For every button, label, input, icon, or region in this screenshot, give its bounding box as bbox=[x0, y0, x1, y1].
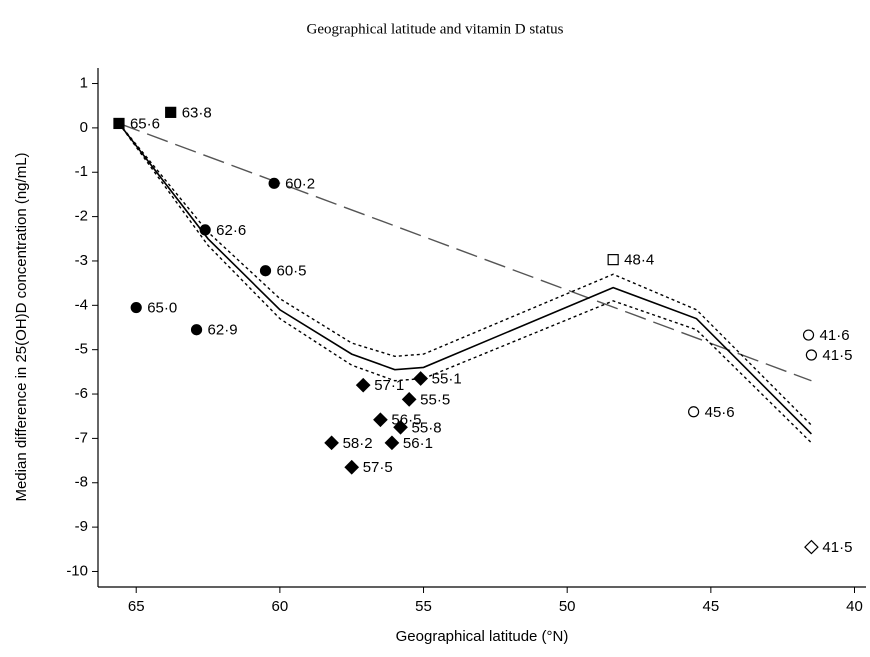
point bbox=[401, 392, 417, 407]
y-tick-label: -9 bbox=[75, 518, 88, 535]
y-tick-label: -3 bbox=[75, 252, 88, 269]
x-tick-label: 55 bbox=[415, 598, 432, 615]
point-label: 41·6 bbox=[820, 327, 850, 344]
x-tick-label: 40 bbox=[846, 598, 863, 615]
point-label: 55·8 bbox=[412, 419, 442, 436]
point-label: 55·5 bbox=[420, 391, 450, 408]
y-tick-label: -1 bbox=[75, 163, 88, 180]
point-label: 58·2 bbox=[343, 435, 373, 452]
point-label: 60·5 bbox=[277, 263, 307, 280]
x-tick-label: 45 bbox=[703, 598, 720, 615]
point bbox=[802, 329, 815, 341]
point-label: 45·6 bbox=[705, 404, 735, 421]
y-tick-label: -4 bbox=[75, 296, 88, 313]
point-label: 62·9 bbox=[208, 322, 238, 339]
point-label: 63·8 bbox=[182, 104, 212, 121]
y-tick-label: 1 bbox=[80, 74, 88, 91]
x-tick-label: 65 bbox=[128, 598, 145, 615]
y-tick-label: -5 bbox=[75, 341, 88, 358]
point-label: 48·4 bbox=[624, 252, 654, 269]
point-label: 60·2 bbox=[285, 175, 315, 192]
point bbox=[190, 324, 203, 336]
point bbox=[607, 254, 619, 266]
point-label: 57·5 bbox=[363, 459, 393, 476]
x-tick-label: 50 bbox=[559, 598, 576, 615]
trend-line bbox=[118, 122, 812, 382]
point bbox=[344, 459, 360, 475]
point-label: 41·5 bbox=[822, 539, 852, 556]
point bbox=[324, 435, 339, 451]
y-axis-label: Median difference in 25(OH)D concentrati… bbox=[13, 152, 30, 501]
point bbox=[688, 406, 700, 418]
y-tick-label: -2 bbox=[75, 208, 88, 225]
y-tick-label: -6 bbox=[75, 385, 88, 402]
y-tick-label: -8 bbox=[75, 474, 88, 491]
point-label: 41·5 bbox=[822, 347, 852, 364]
y-tick-label: -10 bbox=[66, 562, 88, 579]
trend-line bbox=[118, 123, 812, 426]
trend-line bbox=[118, 122, 812, 435]
x-axis-label: Geographical latitude (°N) bbox=[396, 628, 569, 645]
point bbox=[268, 177, 280, 189]
point bbox=[393, 419, 408, 435]
point-label: 65·6 bbox=[130, 115, 160, 132]
point bbox=[259, 265, 272, 277]
point bbox=[804, 539, 819, 555]
point bbox=[199, 224, 211, 236]
point-label: 62·6 bbox=[216, 222, 246, 239]
point-label: 56·1 bbox=[403, 435, 433, 452]
y-tick-label: 0 bbox=[80, 119, 88, 136]
trend-line bbox=[118, 123, 812, 444]
x-tick-label: 60 bbox=[272, 598, 289, 615]
point bbox=[373, 412, 388, 428]
point bbox=[384, 435, 400, 451]
point-label: 55·1 bbox=[432, 370, 462, 387]
point bbox=[165, 106, 177, 118]
y-tick-label: -7 bbox=[75, 429, 88, 446]
point-label: 57·1 bbox=[374, 377, 404, 394]
point bbox=[355, 377, 371, 393]
point bbox=[805, 349, 818, 361]
point-label: 65·0 bbox=[147, 300, 177, 317]
chart-title: Geographical latitude and vitamin D stat… bbox=[306, 21, 563, 37]
point bbox=[130, 301, 142, 314]
point bbox=[113, 117, 125, 130]
point bbox=[413, 371, 429, 386]
